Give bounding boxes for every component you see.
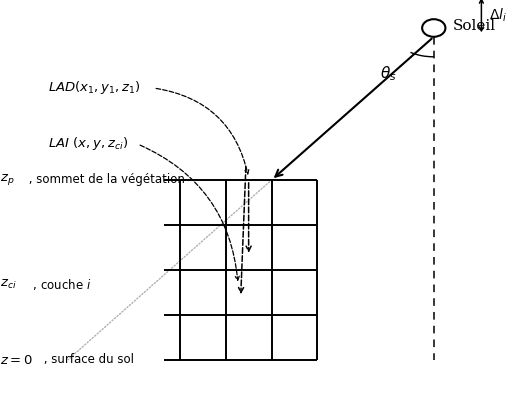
Text: , couche $i$: , couche $i$ xyxy=(29,277,92,292)
Text: , surface du sol: , surface du sol xyxy=(40,354,134,366)
Text: $LAD( x_1 , y_1, z_1 )$: $LAD( x_1 , y_1, z_1 )$ xyxy=(48,80,140,96)
Text: $z_{ci}$: $z_{ci}$ xyxy=(0,278,16,291)
Text: $z_p$: $z_p$ xyxy=(0,172,14,188)
Text: $z = 0$: $z = 0$ xyxy=(0,354,33,366)
Text: Soleil: Soleil xyxy=(452,19,496,33)
Text: , sommet de la végétation: , sommet de la végétation xyxy=(25,174,185,186)
Text: $LAI\ (x,y,z_{ci})$: $LAI\ (x,y,z_{ci})$ xyxy=(48,136,127,152)
Text: $\theta_s$: $\theta_s$ xyxy=(380,65,397,83)
Text: $\Delta l_i$: $\Delta l_i$ xyxy=(489,6,507,24)
